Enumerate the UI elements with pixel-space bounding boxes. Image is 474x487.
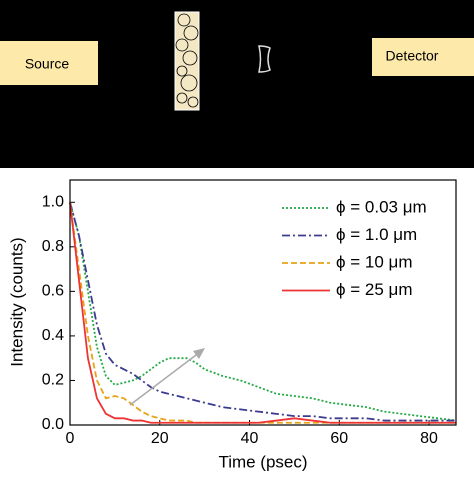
detector-box [372, 38, 474, 76]
plot-frame [69, 179, 457, 426]
legend-label: ϕ = 1.0 μm [336, 225, 417, 244]
y-tick-label: 0.8 [42, 238, 64, 255]
legend-label: ϕ = 10 μm [336, 252, 412, 271]
trend-arrow-head [193, 348, 205, 359]
detector-label: Detector [386, 48, 439, 64]
y-tick-label: 1.0 [42, 193, 64, 210]
y-tick-label: 0.2 [42, 372, 64, 389]
x-tick-label: 40 [241, 430, 259, 447]
chart: 0.0 0.2 0.4 0.6 0.8 1.0 0 20 40 60 80 ϕ = 0.03 μm ϕ … [42, 179, 457, 447]
lens [258, 45, 271, 73]
y-axis-label: Intensity (counts) [7, 237, 26, 366]
series-line [69, 202, 456, 422]
particle-column [174, 11, 200, 111]
x-tick-label: 80 [420, 430, 438, 447]
source-label: Source [25, 56, 70, 72]
series-line [69, 202, 457, 422]
y-tick-label: 0.0 [42, 416, 64, 433]
x-tick-label: 60 [330, 430, 348, 447]
y-tick-label: 0.4 [42, 327, 64, 344]
source-box [0, 41, 98, 85]
x-axis-label: Time (psec) [218, 452, 307, 471]
y-tick-label: 0.6 [42, 283, 64, 300]
legend-label: ϕ = 0.03 μm [336, 197, 427, 216]
x-tick-label: 20 [151, 430, 169, 447]
series-line [69, 202, 456, 424]
x-tick-label: 0 [66, 430, 75, 447]
trend-arrow [129, 351, 201, 406]
legend-label: ϕ = 25 μm [336, 280, 412, 299]
